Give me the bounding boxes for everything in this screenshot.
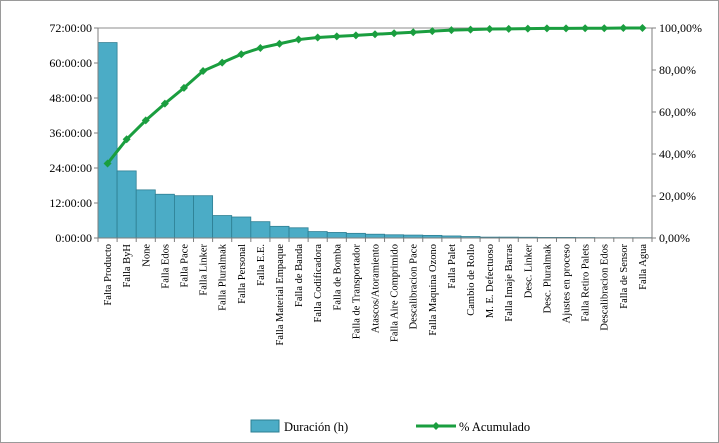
line-point-24 xyxy=(562,24,571,33)
line-point-23 xyxy=(542,24,551,33)
category-label-22: Desc. Linker xyxy=(523,244,534,299)
left-tick-label: 12:00:00 xyxy=(49,196,92,210)
right-tick-label: 60,00% xyxy=(659,105,696,119)
line-point-0 xyxy=(103,159,112,168)
line-point-7 xyxy=(237,50,246,59)
line-point-19 xyxy=(466,25,475,34)
category-label-8: Falla E.E. xyxy=(256,244,267,286)
category-label-7: Falla Personal xyxy=(237,244,248,304)
category-label-18: Falla Palet xyxy=(447,244,458,289)
line-point-11 xyxy=(313,33,322,42)
line-point-17 xyxy=(428,27,437,36)
legend-swatch-duration xyxy=(250,419,280,433)
right-tick-label: 20,00% xyxy=(659,189,696,203)
right-tick-label: 40,00% xyxy=(659,147,696,161)
bar-4 xyxy=(174,195,194,239)
line-point-12 xyxy=(332,32,341,41)
line-point-1 xyxy=(122,135,131,144)
line-point-20 xyxy=(485,25,494,34)
line-point-26 xyxy=(600,24,609,33)
category-label-13: Falla de Transportador xyxy=(351,244,362,340)
category-label-11: Falla Codificadora xyxy=(313,244,324,323)
legend-label-cumulative: % Acumulado xyxy=(459,420,530,434)
left-tick-label: 36:00:00 xyxy=(49,126,92,140)
category-label-14: Atascos/Atoramiento xyxy=(371,244,382,333)
line-point-14 xyxy=(371,30,379,39)
bar-13 xyxy=(345,232,366,239)
line-point-8 xyxy=(256,43,265,52)
left-tick-label: 72:00:00 xyxy=(49,21,92,35)
bar-9 xyxy=(269,225,290,239)
legend: Duración (h) % Acumulado xyxy=(250,419,530,434)
left-axis-ticks: 0:00:00 12:00:00 24:00:00 36:00:00 48:00:00 6… xyxy=(49,21,98,245)
left-tick-label: 0:00:00 xyxy=(55,231,92,245)
bar-8 xyxy=(250,221,271,239)
bar-12 xyxy=(326,232,347,239)
left-tick-label: 48:00:00 xyxy=(49,91,92,105)
category-label-24: Ajustes en proceso xyxy=(562,244,573,323)
line-point-13 xyxy=(351,31,360,40)
bar-6 xyxy=(212,215,233,239)
category-label-9: Falla Material Empaque xyxy=(275,244,286,346)
category-label-5: Falla Linker xyxy=(199,243,210,295)
category-label-26: Descalibracion Edos xyxy=(600,244,611,331)
left-tick-label: 24:00:00 xyxy=(49,161,92,175)
bar-14 xyxy=(365,233,385,239)
bar-11 xyxy=(307,231,328,239)
right-tick-label: 80,00% xyxy=(659,63,696,77)
bar-3 xyxy=(154,193,175,239)
bars-group xyxy=(97,42,653,239)
bar-10 xyxy=(288,227,309,239)
right-tick-label: 0,00% xyxy=(659,231,690,245)
category-label-2: None xyxy=(141,244,152,267)
category-label-12: Falla de Bomba xyxy=(332,244,343,311)
line-point-22 xyxy=(523,24,532,33)
left-tick-label: 60:00:00 xyxy=(49,56,92,70)
category-label-23: Desc. Pluralmak xyxy=(542,243,553,313)
cumulative-line-group xyxy=(103,24,647,168)
line-point-6 xyxy=(218,58,227,67)
bar-2 xyxy=(135,189,156,239)
category-label-27: Falla de Sensor xyxy=(619,244,630,309)
line-point-27 xyxy=(619,24,628,32)
category-label-6: Falla Pluralmak xyxy=(218,243,229,311)
line-point-10 xyxy=(294,35,303,44)
category-label-21: Falla Imaje Barras xyxy=(504,244,515,322)
right-tick-label: 100,00% xyxy=(659,21,702,35)
legend-label-duration: Duración (h) xyxy=(284,420,348,434)
legend-marker-cumulative xyxy=(432,422,440,430)
line-point-15 xyxy=(390,29,399,38)
category-label-15: Falla Aire Comprimido xyxy=(390,244,401,342)
line-point-2 xyxy=(141,116,150,125)
category-label-10: Falla de Banda xyxy=(294,244,305,307)
bar-7 xyxy=(231,216,252,239)
category-label-28: Falla Agua xyxy=(638,244,649,290)
right-axis-ticks: 0,00% 20,00% 40,00% 60,00% 80,00% 100,00% xyxy=(652,21,702,245)
line-point-25 xyxy=(581,24,590,33)
bar-5 xyxy=(193,195,214,239)
line-point-18 xyxy=(447,26,456,35)
category-labels: Falta Producto Falla ByH None Falla Edos Fal… xyxy=(103,243,649,345)
category-label-0: Falta Producto xyxy=(103,244,114,306)
bar-1 xyxy=(116,170,137,239)
line-point-4 xyxy=(179,83,188,92)
category-label-16: Descalibracion Pace xyxy=(409,244,420,330)
category-label-25: Falla Retiro Palets xyxy=(581,244,592,322)
category-label-19: Cambio de Rollo xyxy=(466,244,477,316)
category-label-4: Falla Pace xyxy=(179,244,190,288)
line-point-9 xyxy=(275,39,284,48)
category-label-17: Falla Maquina Ozono xyxy=(428,244,439,336)
line-point-21 xyxy=(504,24,513,33)
category-label-3: Falla Edos xyxy=(160,244,171,289)
line-point-3 xyxy=(160,99,169,108)
category-label-20: M. E. Defectuoso xyxy=(485,244,496,318)
line-point-28 xyxy=(638,24,647,32)
line-point-16 xyxy=(409,28,418,37)
bar-0 xyxy=(97,42,118,239)
line-point-5 xyxy=(199,67,208,76)
category-label-1: Falla ByH xyxy=(122,244,133,288)
